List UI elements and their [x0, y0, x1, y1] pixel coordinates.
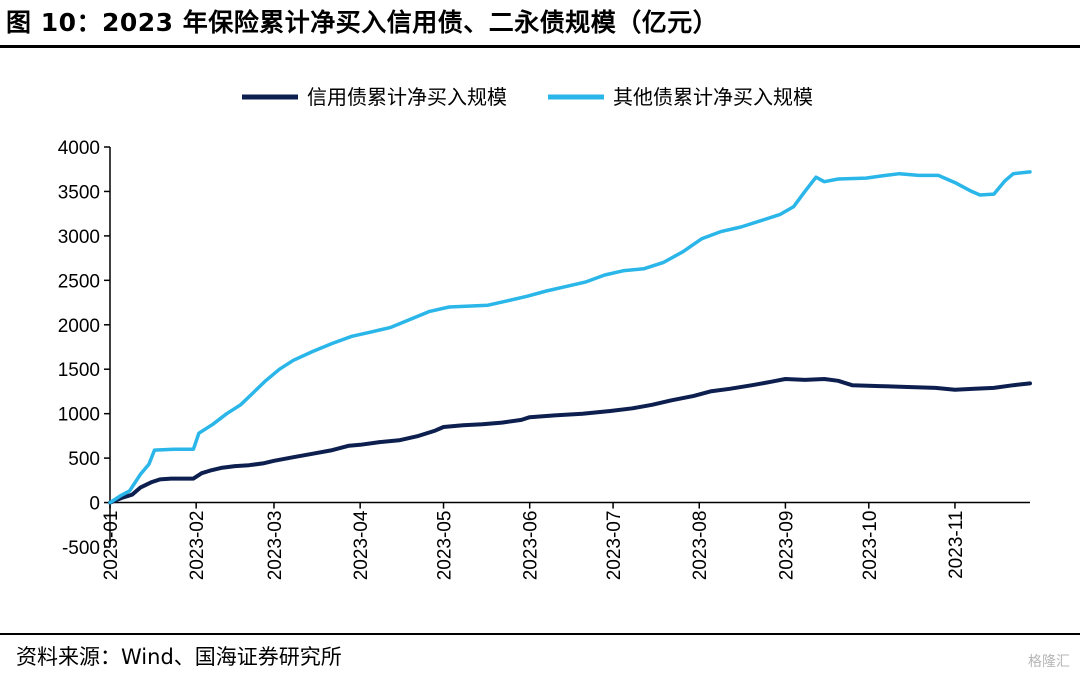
x-tick-label: 2023-03 [265, 511, 286, 581]
x-tick-label: 2023-06 [521, 511, 542, 581]
x-tick-label: 2023-04 [351, 510, 372, 580]
y-tick-label: 2000 [58, 316, 100, 337]
y-tick-label: 2500 [58, 271, 100, 292]
y-tick-label: 1000 [58, 405, 100, 426]
chart-axes: -500 0 500 1000 1500 2000 2500 3000 3500 4000 2023… [58, 138, 1030, 580]
y-tick-label: 3000 [58, 227, 100, 248]
legend-label-2: 其他债累计净买入规模 [613, 85, 813, 109]
watermark-logo: 格隆汇 [1028, 654, 1070, 670]
chart-series [108, 170, 1032, 505]
top-rule [0, 45, 1080, 48]
x-tick-label: 2023-09 [776, 511, 797, 581]
x-tick-label: 2023-10 [860, 511, 881, 581]
x-tick-label: 2023-01 [101, 511, 122, 581]
y-tick-label: 3500 [58, 182, 100, 203]
series-line-2 [108, 170, 1032, 505]
x-tick-label: 2023-07 [604, 511, 625, 581]
series-line-1 [108, 377, 1032, 505]
y-tick-label: 4000 [58, 138, 100, 159]
y-tick-label: -500 [62, 538, 100, 559]
figure-title: 图 10：2023 年保险累计净买入信用债、二永债规模（亿元） [6, 8, 719, 37]
bottom-rule [0, 633, 1080, 635]
chart-legend: 信用债累计净买入规模 其他债累计净买入规模 [242, 85, 813, 109]
y-tick-label: 1500 [58, 360, 100, 381]
legend-label-1: 信用债累计净买入规模 [307, 85, 507, 109]
y-tick-label: 500 [68, 449, 100, 470]
y-tick-label: 0 [89, 494, 100, 515]
x-tick-label: 2023-05 [435, 511, 456, 581]
x-tick-label: 2023-11 [946, 511, 967, 579]
x-tick-label: 2023-02 [187, 511, 208, 581]
x-tick-label: 2023-08 [690, 511, 711, 581]
source-note: 资料来源：Wind、国海证券研究所 [16, 645, 342, 669]
